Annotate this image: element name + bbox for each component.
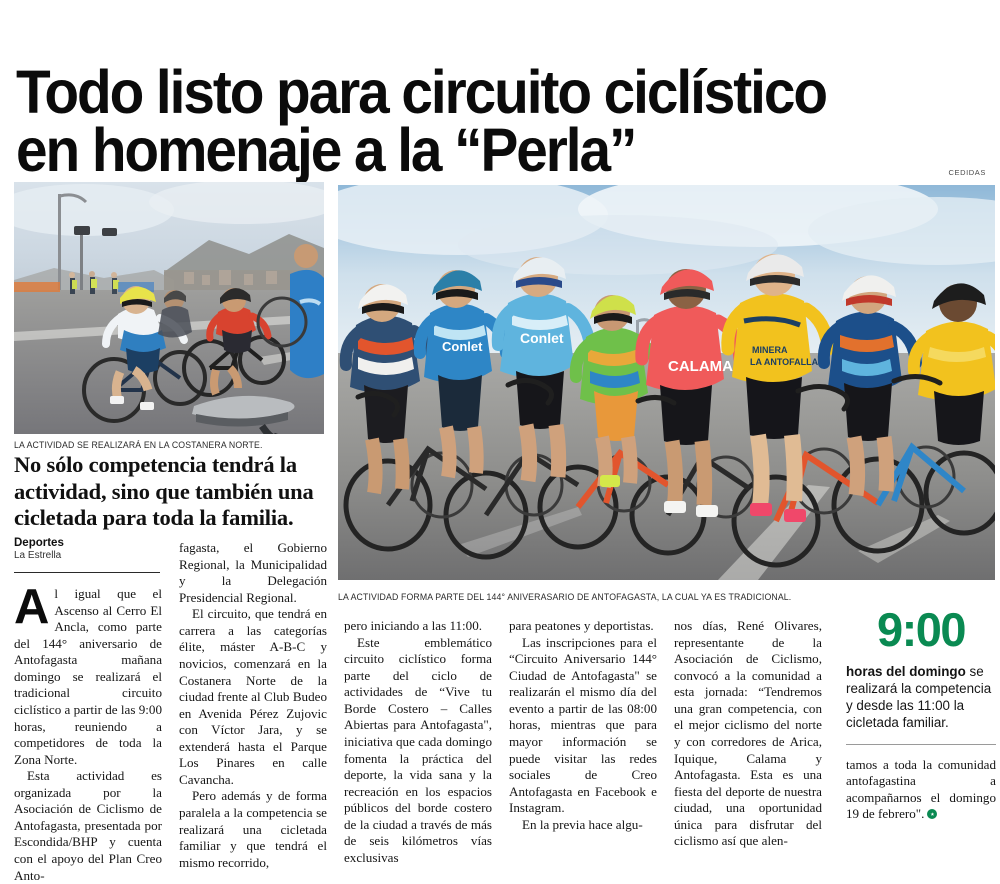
paragraph: Las inscripciones para el “Circuito Aniv… bbox=[509, 635, 657, 817]
cyclist-white-blue bbox=[82, 286, 207, 423]
cyclist-background bbox=[158, 290, 192, 338]
headline-line-1: Todo listo para circuito ciclístico bbox=[16, 57, 828, 126]
paragraph-text: nos días, René Olivares, representante d… bbox=[674, 618, 822, 849]
section-kicker: Deportes La Estrella bbox=[14, 536, 164, 563]
pullquote-lead: horas del domingo bbox=[846, 664, 966, 679]
caption-left-photo: LA ACTIVIDAD SE REALIZARÁ EN LA COSTANER… bbox=[14, 440, 263, 450]
paragraph: El circuito, que tendrá en carrera a las… bbox=[179, 606, 327, 788]
photo-credit: CEDIDAS bbox=[948, 168, 986, 177]
rider-4 bbox=[569, 295, 666, 489]
body-column-5: nos días, René Olivares, representante d… bbox=[674, 618, 822, 848]
paragraph-text: pero iniciando a las 11:00. bbox=[344, 618, 483, 633]
paragraph: En la previa hace algu- bbox=[509, 817, 657, 834]
paragraph-text: El circuito, que tendrá en carrera a las… bbox=[179, 606, 327, 787]
svg-text:Conlet: Conlet bbox=[442, 339, 483, 354]
photo-cyclists-starting-line: Conlet Conlet bbox=[338, 185, 995, 580]
kicker-section: Deportes bbox=[14, 537, 64, 549]
rider-5-calama: CALAMA bbox=[635, 269, 747, 517]
svg-text:CALAMA: CALAMA bbox=[668, 358, 733, 375]
paragraph-text: para peatones y deportistas. bbox=[509, 618, 654, 633]
svg-text:Conlet: Conlet bbox=[520, 330, 564, 346]
photo-cyclists-on-road bbox=[14, 182, 324, 434]
paragraph-text: tamos a toda la comunidad antofagastina … bbox=[846, 756, 996, 822]
svg-text:MINERA: MINERA bbox=[752, 345, 788, 355]
paragraph: Pero además y de forma paralela a la com… bbox=[179, 788, 327, 871]
body-column-4: para peatones y deportistas. Las inscrip… bbox=[509, 618, 657, 845]
paragraph-text: Pero además y de forma paralela a la com… bbox=[179, 788, 327, 870]
end-of-article-icon bbox=[927, 809, 938, 820]
drop-cap: A bbox=[14, 580, 50, 634]
photo-left-graphic bbox=[14, 182, 324, 434]
paragraph-text: fagasta, el Gobierno Regional, la Munici… bbox=[179, 540, 327, 605]
paragraph: pero iniciando a las 11:00. bbox=[344, 618, 492, 635]
rider-6-yellow: MINERA LA ANTOFALLA bbox=[721, 254, 835, 522]
paragraph-text: l igual que el Ascenso al Cerro El Ancla… bbox=[14, 586, 162, 767]
newspaper-page: Todo listo para circuito ciclístico en h… bbox=[0, 0, 1000, 845]
svg-text:LA ANTOFALLA: LA ANTOFALLA bbox=[750, 357, 819, 367]
caption-main-photo: LA ACTIVIDAD FORMA PARTE DEL 144° ANIVER… bbox=[338, 592, 792, 602]
kicker-publication: La Estrella bbox=[14, 550, 62, 562]
paragraph: Este emblemático circuito ciclístico for… bbox=[344, 635, 492, 867]
subheadline: No sólo competencia tendrá la actividad,… bbox=[14, 452, 314, 531]
kicker-divider bbox=[14, 572, 160, 573]
paragraph-text: Las inscripciones para el “Circuito Aniv… bbox=[509, 634, 657, 816]
paragraph: Esta actividad es organizada por la Asoc… bbox=[14, 768, 162, 884]
pullquote-divider bbox=[846, 743, 996, 745]
pullquote-rest: se realizará la competencia y desde las … bbox=[846, 664, 992, 730]
paragraph: fagasta, el Gobierno Regional, la Munici… bbox=[179, 540, 327, 606]
paragraph: para peatones y deportistas. bbox=[509, 618, 657, 635]
rider-1 bbox=[339, 284, 440, 495]
paragraph-text: En la previa hace algu- bbox=[522, 816, 643, 832]
rider-3: Conlet bbox=[491, 257, 596, 483]
pullquote-text: horas del domingo se realizará la compet… bbox=[846, 664, 996, 732]
body-column-3: pero iniciando a las 11:00. Este emblemá… bbox=[344, 618, 492, 865]
pullquote-number: 9:00 bbox=[876, 603, 967, 656]
photo-main-graphic: Conlet Conlet bbox=[338, 185, 995, 580]
body-column-2: fagasta, el Gobierno Regional, la Munici… bbox=[179, 540, 327, 870]
paragraph-text: Esta actividad es organizada por la Asoc… bbox=[14, 768, 162, 883]
headline-line-2: en homenaje a la “Perla” bbox=[16, 116, 637, 185]
paragraph: nos días, René Olivares, representante d… bbox=[674, 618, 822, 850]
rider-2: Conlet bbox=[413, 270, 512, 479]
body-column-6: 9:00 horas del domingo se realizará la c… bbox=[846, 606, 996, 845]
paragraph-text: Este emblemático circuito ciclístico for… bbox=[344, 634, 492, 865]
page-headline: Todo listo para circuito ciclístico en h… bbox=[16, 61, 916, 185]
paragraph: tamos a toda la comunidad antofagastina … bbox=[846, 757, 996, 823]
